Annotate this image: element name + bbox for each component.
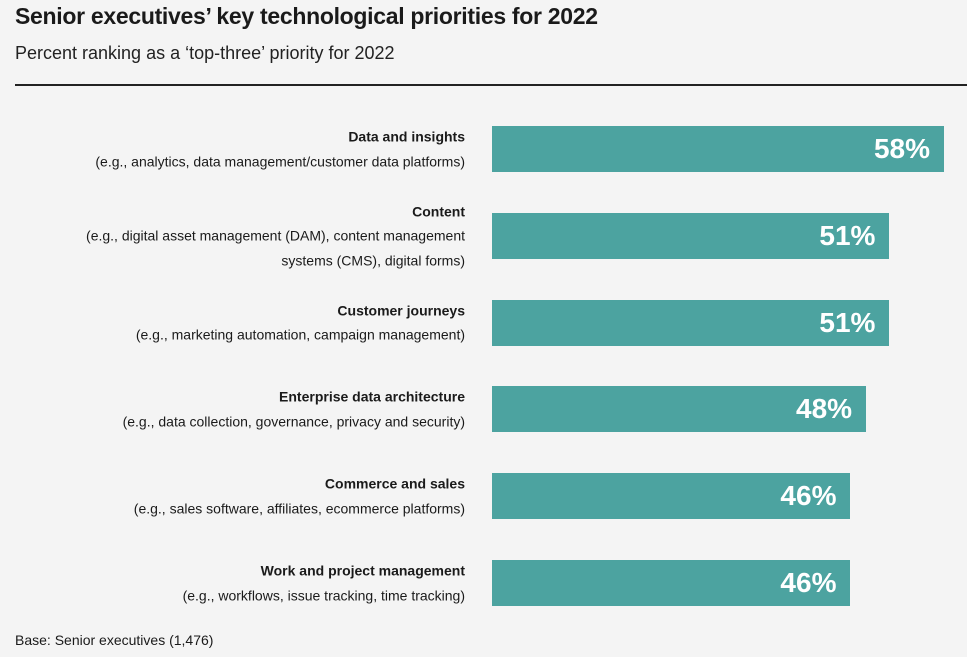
bar: 51%: [492, 212, 890, 259]
category-label: Commerce and sales (e.g., sales software,…: [5, 472, 465, 521]
bar-value-label: 51%: [819, 306, 876, 338]
bar: 58%: [492, 126, 944, 172]
bar-value-label: 46%: [780, 567, 837, 598]
chart-subtitle: Percent ranking as a ‘top-three’ priorit…: [15, 43, 395, 63]
category-name: Work and project management: [260, 562, 465, 579]
category-label: Customer journeys (e.g., marketing automa…: [5, 298, 465, 347]
category-name: Enterprise data architecture: [279, 388, 465, 405]
category-label: Work and project management (e.g., workfl…: [5, 559, 465, 608]
title-divider: [15, 84, 967, 86]
bar: 46%: [492, 560, 851, 606]
category-description: (e.g., digital asset management (DAM), c…: [86, 227, 465, 269]
category-name: Content: [412, 203, 465, 220]
bar-value-label: 46%: [780, 480, 837, 512]
bar-value-label: 48%: [796, 393, 853, 425]
category-description: (e.g., analytics, data management/custom…: [95, 153, 465, 169]
category-name: Data and insights: [348, 128, 465, 145]
category-label: Data and insights (e.g., analytics, data …: [5, 125, 465, 174]
category-label: Enterprise data architecture (e.g., data …: [5, 385, 465, 434]
bar: 51%: [492, 299, 890, 346]
category-description: (e.g., marketing automation, campaign ma…: [135, 326, 465, 343]
category-description: (e.g., sales software, affiliates, ecomm…: [133, 500, 465, 517]
category-description: (e.g., data collection, governance, priv…: [122, 413, 465, 430]
category-name: Customer journeys: [337, 302, 465, 319]
bar-value-label: 51%: [819, 219, 876, 251]
bar-value-label: 58%: [873, 133, 930, 164]
category-description: (e.g., workflows, issue tracking, time t…: [182, 587, 465, 603]
chart-title: Senior executives’ key technological pri…: [15, 3, 598, 29]
category-name: Commerce and sales: [324, 475, 465, 492]
bar: 46%: [492, 473, 851, 520]
category-label: Content (e.g., digital asset management (…: [5, 199, 465, 273]
base-note: Base: Senior executives (1,476): [15, 632, 214, 648]
bar: 48%: [492, 386, 867, 433]
